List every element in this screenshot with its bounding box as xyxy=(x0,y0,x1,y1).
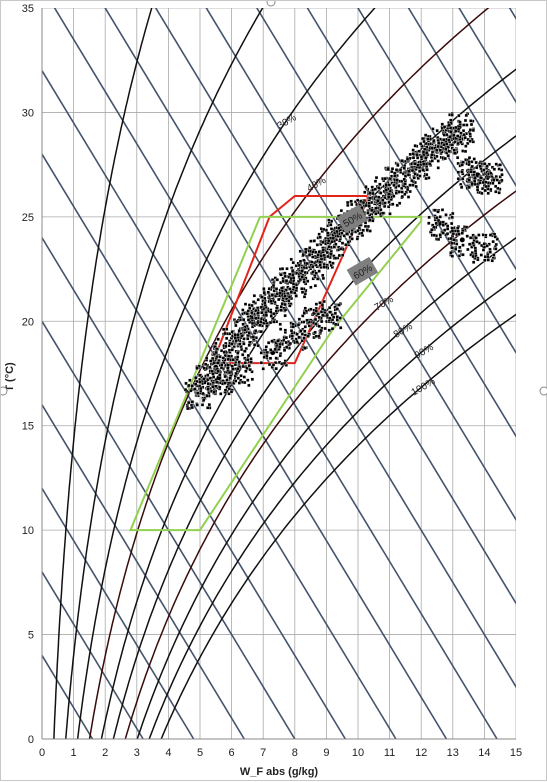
resize-handle-left[interactable] xyxy=(1,387,7,395)
resize-handle-right[interactable] xyxy=(540,387,547,395)
resize-handle-top[interactable] xyxy=(267,1,275,6)
